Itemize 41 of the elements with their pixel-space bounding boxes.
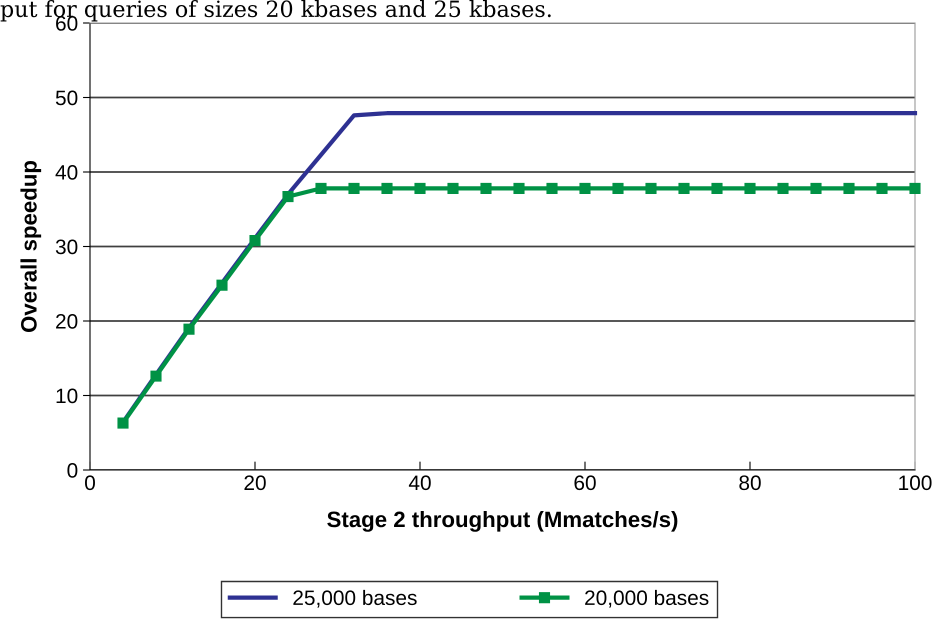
point (744, 182, 756, 194)
point (414, 182, 426, 194)
point (711, 182, 723, 194)
point (150, 370, 162, 382)
y-axis-title: Overall speedup (20, 160, 42, 332)
y-tick-label: 30 (56, 240, 78, 254)
point (546, 182, 558, 194)
point (381, 182, 393, 194)
legend-label: 25,000 bases (293, 590, 417, 608)
point (612, 182, 624, 194)
point (678, 182, 690, 194)
x-axis-title: Stage 2 throughput (Mmatches/s) (327, 510, 678, 532)
point (909, 182, 921, 194)
point (315, 182, 327, 194)
point (117, 418, 129, 429)
point (216, 280, 228, 291)
point (183, 324, 195, 335)
y-tick-label: 20 (56, 314, 78, 329)
point (249, 234, 261, 246)
point (513, 182, 525, 194)
x-tick-label: 0 (85, 475, 95, 490)
point (810, 182, 822, 194)
x-tick-label: 60 (574, 475, 596, 490)
x-tick-label: 80 (739, 475, 761, 490)
point (876, 182, 888, 194)
x-tick-label: 20 (244, 475, 266, 490)
point (348, 182, 360, 194)
y-tick-label: 50 (56, 90, 78, 106)
point (843, 182, 855, 194)
point (447, 182, 459, 194)
point (777, 182, 789, 194)
x-tick-label: 100 (899, 475, 932, 490)
y-tick-label: 10 (56, 388, 78, 404)
point (579, 182, 591, 194)
x-tick-label: 40 (408, 475, 431, 490)
point (282, 191, 294, 202)
y-tick-label: 0 (67, 463, 78, 478)
y-tick-label: 40 (56, 165, 78, 180)
point (645, 182, 657, 194)
point (480, 182, 492, 194)
legend-label: 20,000 bases (585, 590, 708, 608)
